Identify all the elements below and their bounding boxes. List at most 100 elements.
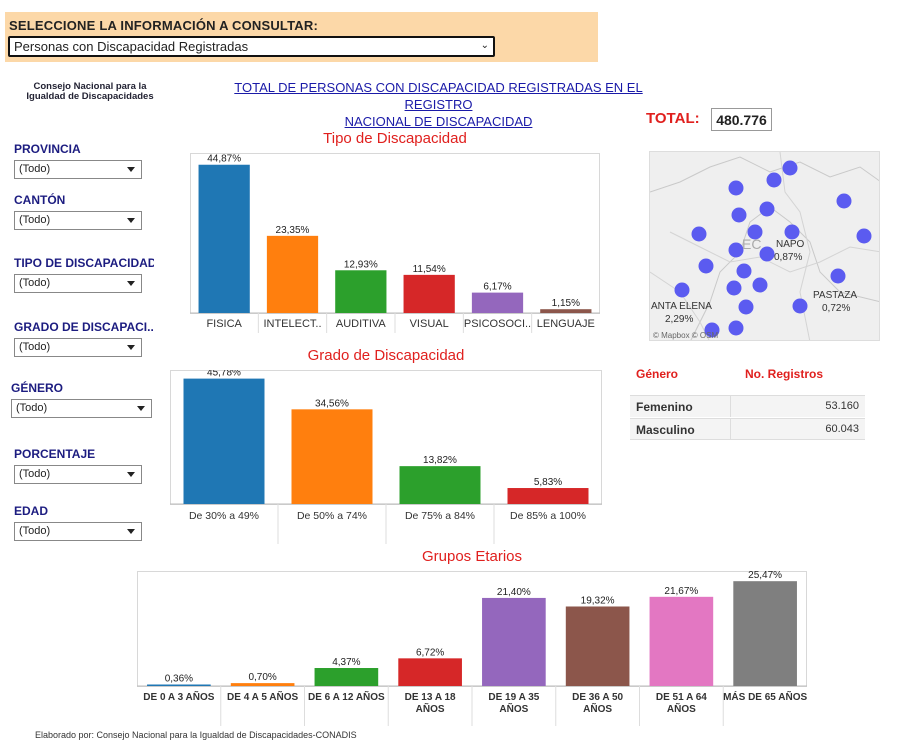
bar[interactable]	[733, 581, 797, 686]
tick-label: De 50% a 74%	[297, 510, 367, 522]
map-marker[interactable]	[728, 180, 744, 196]
data-label: 6,17%	[483, 282, 511, 293]
map-marker[interactable]	[836, 193, 852, 209]
filter-label-provincia: PROVINCIA	[14, 142, 81, 156]
bar[interactable]	[403, 274, 455, 313]
map-marker[interactable]	[752, 277, 768, 293]
map-marker[interactable]	[698, 258, 714, 274]
table-row: Masculino 60.043	[630, 418, 865, 440]
bar[interactable]	[649, 596, 714, 686]
filter-tipo-value: (Todo)	[19, 277, 51, 289]
table-row: Femenino 53.160	[630, 395, 865, 417]
footer-credit: Elaborado por: Consejo Nacional para la …	[35, 730, 357, 740]
bar[interactable]	[335, 270, 387, 313]
map-marker[interactable]	[728, 320, 744, 336]
map-label-napo-name: NAPO	[776, 239, 805, 250]
map-label-santa-elena-pct: 2,29%	[665, 314, 693, 325]
filter-canton-value: (Todo)	[19, 214, 51, 226]
bar[interactable]	[198, 164, 250, 313]
bar[interactable]	[266, 235, 319, 313]
chart-tipo-discapacidad: 44,87% FISICA 23,35% INTELECT.. 12,93% AUDITI…	[190, 153, 600, 333]
map-marker[interactable]	[759, 201, 775, 217]
map-marker[interactable]	[792, 298, 808, 314]
data-label: 0,36%	[165, 674, 193, 685]
filter-genero-select[interactable]: (Todo)	[11, 399, 152, 418]
tick-label: VISUAL	[410, 318, 449, 330]
map-marker[interactable]	[766, 172, 782, 188]
filter-genero-value: (Todo)	[16, 402, 48, 414]
filter-grado-select[interactable]: (Todo)	[14, 338, 142, 357]
filter-provincia-select[interactable]: (Todo)	[14, 160, 142, 179]
map-marker[interactable]	[736, 263, 752, 279]
map-marker[interactable]	[738, 299, 754, 315]
bar[interactable]	[398, 658, 462, 686]
bar[interactable]	[291, 409, 373, 504]
tick-label: AÑOS	[667, 702, 696, 715]
map-marker[interactable]	[726, 280, 742, 296]
map-marker[interactable]	[674, 282, 690, 298]
chart-frame	[190, 153, 600, 314]
data-label: 1,15%	[552, 298, 580, 309]
data-label: 25,47%	[748, 571, 782, 581]
tick-label: De 30% a 49%	[189, 510, 259, 522]
tick-label: DE 36 A 50	[572, 692, 623, 703]
map-country-label: EC	[742, 236, 761, 252]
map-canvas[interactable]: EC NAPO 0,87% PASTAZA 0,72% ANTA ELENA 2…	[650, 152, 880, 341]
map-marker[interactable]	[704, 322, 720, 338]
filter-edad-select[interactable]: (Todo)	[14, 522, 142, 541]
logo-line-2: Igualdad de Discapacidades	[26, 91, 154, 102]
bar[interactable]	[399, 466, 481, 504]
data-label: 11,54%	[413, 264, 446, 275]
data-label: 19,32%	[581, 595, 615, 606]
info-selector-panel: SELECCIONE LA INFORMACIÓN A CONSULTAR: P…	[5, 12, 598, 62]
tick-label: AÑOS	[583, 702, 612, 715]
map-marker[interactable]	[731, 207, 747, 223]
map-marker[interactable]	[747, 224, 763, 240]
bar[interactable]	[230, 683, 295, 686]
tick-label: AÑOS	[416, 702, 445, 715]
chevron-down-icon: ⌄	[480, 40, 489, 51]
count-cell: 53.160	[825, 400, 859, 412]
data-label: 5,83%	[534, 477, 562, 488]
bar[interactable]	[482, 597, 546, 686]
tick-label: DE 13 A 18	[405, 692, 456, 703]
info-selector-dropdown[interactable]: Personas con Discapacidad Registradas ⌄	[8, 36, 495, 57]
caret-down-icon	[127, 281, 135, 286]
bar[interactable]	[507, 488, 589, 504]
bar[interactable]	[471, 292, 524, 313]
chart-grado-title: Grado de Discapacidad	[307, 347, 465, 364]
map-attribution: © Mapbox © OSM	[653, 331, 718, 340]
filter-porcentaje-select[interactable]: (Todo)	[14, 465, 142, 484]
map-marker[interactable]	[782, 160, 798, 176]
bar[interactable]	[183, 378, 265, 504]
bar[interactable]	[314, 668, 379, 686]
bar[interactable]	[565, 606, 630, 686]
province-map[interactable]: EC NAPO 0,87% PASTAZA 0,72% ANTA ELENA 2…	[649, 151, 880, 341]
chart-svg: 45,78% De 30% a 49% 34,56% De 50% a 74% 13,8…	[170, 370, 602, 544]
caret-down-icon	[127, 218, 135, 223]
filter-tipo-select[interactable]: (Todo)	[14, 274, 142, 293]
bar[interactable]	[540, 309, 592, 313]
bar[interactable]	[147, 684, 211, 687]
map-marker[interactable]	[759, 246, 775, 262]
map-marker[interactable]	[728, 242, 744, 258]
caret-down-icon	[127, 345, 135, 350]
page-title: TOTAL DE PERSONAS CON DISCAPACIDAD REGIS…	[200, 79, 677, 130]
tick-label: DE 19 A 35	[488, 692, 539, 703]
gender-table: Género No. Registros Femenino 53.160 Mas…	[630, 367, 865, 445]
map-marker[interactable]	[856, 228, 872, 244]
tick-label: DE 6 A 12 AÑOS	[308, 690, 385, 703]
map-marker[interactable]	[691, 226, 707, 242]
filter-label-edad: EDAD	[14, 504, 49, 518]
filter-label-porcentaje: PORCENTAJE	[14, 447, 96, 461]
map-marker[interactable]	[784, 224, 800, 240]
tick-label: AUDITIVA	[336, 318, 387, 330]
tick-label: PSICOSOCI..	[464, 318, 531, 330]
data-label: 4,37%	[332, 657, 360, 668]
filter-canton-select[interactable]: (Todo)	[14, 211, 142, 230]
filter-edad-value: (Todo)	[19, 525, 51, 537]
map-marker[interactable]	[830, 268, 846, 284]
total-value: 480.776	[711, 108, 772, 131]
conadis-logo: Consejo Nacional para la Igualdad de Dis…	[25, 82, 155, 102]
info-selector-label: SELECCIONE LA INFORMACIÓN A CONSULTAR:	[9, 18, 318, 33]
